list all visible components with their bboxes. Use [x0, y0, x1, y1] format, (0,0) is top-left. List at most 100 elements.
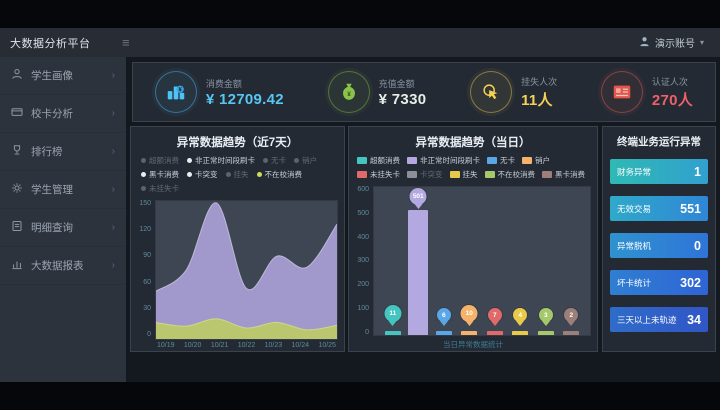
kpi-card-3: 挂失人次 11人 [470, 71, 557, 113]
pin-tail-icon [541, 321, 550, 326]
sidebar-item-4[interactable]: 学生管理 › [0, 171, 126, 209]
legend-swatch [357, 157, 367, 164]
area-chart-title: 异常数据趋势（近7天） [176, 137, 299, 149]
pin-value: 6 [436, 308, 451, 322]
legend-label: 超额消费 [370, 156, 400, 165]
legend-label: 不在校消费 [264, 170, 303, 179]
bar-value-pin: 7 [487, 308, 502, 326]
bar [408, 209, 429, 335]
menu-collapse-icon[interactable]: ≡ [122, 35, 130, 50]
bar-group: 501 [406, 187, 430, 335]
stat-row-5: 三天以上未轨迹 34 [610, 307, 708, 332]
sidebar-item-6[interactable]: 大数据报表 › [0, 247, 126, 285]
chevron-right-icon: › [111, 184, 115, 195]
legend-item[interactable]: 未挂失卡 [141, 183, 179, 194]
legend-dot [256, 172, 262, 177]
area-chart-panel: 异常数据趋势（近7天） 超额消费 非正常时间段刷卡 无卡 销户黑卡消费 卡突变 挂失 不在校… [130, 126, 345, 352]
stat-value: 0 [694, 238, 701, 253]
area-plot [155, 200, 338, 340]
legend-item[interactable]: 销户 [294, 155, 317, 166]
bar-group: 7 [483, 187, 507, 335]
stat-label: 坏卡统计 [617, 277, 652, 288]
sidebar-item-2[interactable]: 校卡分析 › [0, 95, 126, 133]
bar-group: 3 [534, 187, 558, 335]
sidebar-item-3[interactable]: 排行榜 › [0, 133, 126, 171]
legend-label: 未挂失卡 [149, 184, 179, 193]
legend-label: 挂失 [462, 170, 478, 179]
legend-label: 卡突变 [420, 170, 443, 179]
legend-item[interactable]: 挂失 [449, 169, 478, 180]
app-title: 大数据分析平台 [10, 37, 91, 50]
bar [486, 331, 503, 335]
bar [435, 331, 452, 335]
bar-plot: 11 501 6 10 7 4 3 2 [373, 186, 591, 336]
legend-swatch [484, 171, 495, 178]
legend-label: 非正常时间段刷卡 [195, 156, 255, 165]
legend-label: 超额消费 [149, 156, 179, 165]
legend-item[interactable]: 黑卡消费 [542, 169, 585, 180]
legend-item[interactable]: 不在校消费 [256, 169, 303, 180]
bar-value-pin: 6 [436, 308, 451, 326]
pin-value: 7 [487, 308, 502, 322]
legend-dot [141, 186, 146, 191]
legend-item[interactable]: 无卡 [487, 155, 515, 166]
sidebar-item-5[interactable]: 明细查询 › [0, 209, 126, 247]
bar-chart-legend: 超额消费 非正常时间段刷卡 无卡 销户未挂失卡 卡突变 挂失 不在校消费 黑卡消费 [349, 153, 597, 182]
kpi-value: ¥ 12709.42 [205, 90, 284, 108]
consume-icon: ¥ [154, 71, 197, 113]
y-tick-label: 150 [139, 200, 151, 207]
sidebar-item-1[interactable]: 学生画像 › [0, 57, 126, 95]
legend-item[interactable]: 黑卡消费 [141, 169, 179, 180]
bar-chart-title: 异常数据趋势（当日） [415, 137, 531, 149]
svg-text:¥: ¥ [178, 87, 182, 93]
bar [563, 331, 580, 335]
bar-value-pin: 3 [538, 308, 553, 326]
y-tick-label: 0 [365, 328, 369, 336]
user-menu[interactable]: 演示账号 ▾ [639, 35, 720, 50]
kpi-card-4: 认证人次 270人 [600, 71, 693, 113]
legend-item[interactable]: 非正常时间段刷卡 [407, 155, 480, 166]
sidebar: 学生画像 › 校卡分析 › 排行榜 › 学生管理 › 明细查询 › 大数据报表 › [0, 57, 126, 382]
legend-item[interactable]: 超额消费 [357, 155, 400, 166]
user-label: 演示账号 [654, 39, 695, 50]
y-tick-label: 100 [357, 305, 369, 313]
y-tick-label: 400 [357, 233, 369, 241]
legend-label: 不在校消费 [497, 170, 536, 179]
legend-item[interactable]: 无卡 [263, 155, 286, 166]
kpi-text: 充值金额 ¥ 7330 [379, 77, 427, 108]
card-icon [11, 106, 23, 121]
bar-group: 11 [381, 187, 405, 335]
y-tick-label: 30 [143, 304, 151, 312]
legend-item[interactable]: 非正常时间段刷卡 [187, 155, 255, 166]
legend-item[interactable]: 挂失 [225, 169, 249, 180]
legend-item[interactable]: 超额消费 [141, 155, 179, 166]
y-tick-label: 200 [357, 281, 369, 289]
legend-label: 挂失 [233, 170, 249, 179]
legend-item[interactable]: 卡突变 [187, 169, 218, 180]
sidebar-item-label: 学生画像 [31, 70, 73, 82]
legend-item[interactable]: 不在校消费 [484, 169, 536, 180]
pin-tail-icon [567, 321, 576, 326]
pin-tail-icon [490, 321, 499, 326]
y-tick-label: 90 [143, 252, 151, 260]
legend-item[interactable]: 卡突变 [407, 169, 443, 180]
stat-label: 财务异常 [617, 166, 652, 177]
bar-group: 2 [559, 187, 583, 335]
kpi-text: 认证人次 270人 [652, 75, 693, 110]
chevron-right-icon: › [111, 70, 115, 81]
y-tick-label: 60 [143, 278, 151, 286]
bar [461, 331, 478, 335]
terminal-panel: 终端业务运行异常 财务异常 1 无效交易 551 异常脱机 0 坏卡统计 302 三天以上未轨迹… [602, 126, 716, 352]
pin-tail-icon [516, 321, 525, 326]
legend-dot [187, 158, 192, 163]
legend-dot [141, 172, 146, 177]
kpi-value: 11人 [521, 91, 553, 109]
legend-label: 黑卡消费 [149, 170, 179, 179]
legend-item[interactable]: 未挂失卡 [357, 169, 400, 180]
legend-label: 黑卡消费 [555, 170, 585, 179]
stat-row-4: 坏卡统计 302 [610, 270, 708, 295]
main-content: ¥ 消费金额 ¥ 12709.42 ¥ 充值金额 ¥ 7330 挂失人次 11人 认证人次 270… [126, 57, 720, 382]
area-y-axis: 150 120 90 60 30 0 [135, 200, 155, 338]
legend-item[interactable]: 销户 [522, 155, 550, 166]
